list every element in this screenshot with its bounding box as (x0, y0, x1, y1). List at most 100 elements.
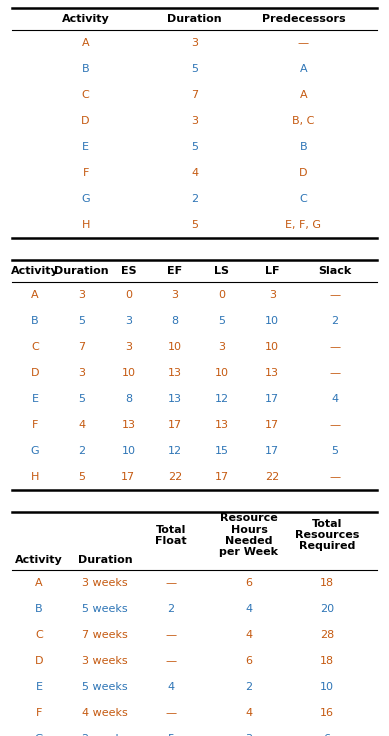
Text: Total
Float: Total Float (155, 525, 187, 546)
Text: —: — (166, 578, 177, 588)
Text: 17: 17 (265, 420, 279, 430)
Text: ES: ES (121, 266, 136, 276)
Text: B, C: B, C (292, 116, 315, 126)
Text: A: A (300, 90, 307, 100)
Text: —: — (329, 368, 340, 378)
Text: 5: 5 (191, 142, 198, 152)
Text: 3: 3 (191, 116, 198, 126)
Text: Duration: Duration (54, 266, 109, 276)
Text: LS: LS (214, 266, 229, 276)
Text: G: G (35, 734, 43, 736)
Text: A: A (35, 578, 43, 588)
Text: —: — (166, 656, 177, 666)
Text: 0: 0 (125, 290, 132, 300)
Text: F: F (32, 420, 38, 430)
Text: 5: 5 (78, 394, 85, 404)
Text: 20: 20 (320, 604, 334, 614)
Text: 3: 3 (125, 316, 132, 326)
Text: 5: 5 (168, 734, 175, 736)
Text: 4: 4 (191, 168, 198, 178)
Text: —: — (298, 38, 309, 48)
Text: 5: 5 (191, 64, 198, 74)
Text: 3 weeks: 3 weeks (82, 656, 128, 666)
Text: 13: 13 (215, 420, 229, 430)
Text: 13: 13 (265, 368, 279, 378)
Text: 17: 17 (265, 394, 279, 404)
Text: 10: 10 (265, 342, 279, 352)
Text: Slack: Slack (318, 266, 351, 276)
Text: 2: 2 (331, 316, 338, 326)
Text: H: H (31, 472, 39, 482)
Text: E: E (35, 682, 42, 692)
Text: E: E (32, 394, 39, 404)
Text: —: — (329, 420, 340, 430)
Text: 4: 4 (168, 682, 175, 692)
Text: 7: 7 (191, 90, 198, 100)
Text: EF: EF (168, 266, 182, 276)
Text: 3: 3 (78, 368, 85, 378)
Text: 13: 13 (168, 368, 182, 378)
Text: 17: 17 (168, 420, 182, 430)
Text: 18: 18 (320, 656, 334, 666)
Text: 13: 13 (168, 394, 182, 404)
Text: 4: 4 (331, 394, 338, 404)
Text: 7: 7 (78, 342, 85, 352)
Text: 2: 2 (78, 446, 85, 456)
Text: 12: 12 (168, 446, 182, 456)
Text: 8: 8 (125, 394, 132, 404)
Text: 13: 13 (121, 420, 135, 430)
Text: 3 weeks: 3 weeks (82, 578, 128, 588)
Text: —: — (166, 630, 177, 640)
Text: B: B (31, 316, 39, 326)
Text: 4: 4 (245, 630, 252, 640)
Text: 6: 6 (323, 734, 330, 736)
Text: A: A (82, 38, 89, 48)
Text: 10: 10 (121, 368, 135, 378)
Text: 3: 3 (125, 342, 132, 352)
Text: 3: 3 (191, 38, 198, 48)
Text: 3: 3 (218, 342, 225, 352)
Text: 7 weeks: 7 weeks (82, 630, 128, 640)
Text: 10: 10 (121, 446, 135, 456)
Text: 5 weeks: 5 weeks (82, 682, 128, 692)
Text: 17: 17 (265, 446, 279, 456)
Text: 10: 10 (265, 316, 279, 326)
Text: E, F, G: E, F, G (286, 220, 321, 230)
Text: Activity: Activity (15, 554, 63, 565)
Text: Total
Resources
Required: Total Resources Required (294, 519, 359, 551)
Text: D: D (31, 368, 39, 378)
Text: G: G (31, 446, 39, 456)
Text: 5: 5 (218, 316, 225, 326)
Text: 3: 3 (172, 290, 179, 300)
Text: C: C (300, 194, 307, 204)
Text: 22: 22 (265, 472, 279, 482)
Text: 2: 2 (168, 604, 175, 614)
Text: 16: 16 (320, 708, 334, 718)
Text: Predecessors: Predecessors (262, 14, 345, 24)
Text: 4: 4 (78, 420, 85, 430)
Text: Activity: Activity (62, 14, 109, 24)
Text: C: C (82, 90, 89, 100)
Text: 18: 18 (320, 578, 334, 588)
Text: 10: 10 (168, 342, 182, 352)
Text: —: — (329, 290, 340, 300)
Text: G: G (81, 194, 90, 204)
Text: 2: 2 (245, 682, 252, 692)
Text: F: F (82, 168, 89, 178)
Text: Duration: Duration (167, 14, 222, 24)
Text: 2 weeks: 2 weeks (82, 734, 128, 736)
Text: E: E (82, 142, 89, 152)
Text: 5 weeks: 5 weeks (82, 604, 128, 614)
Text: 4 weeks: 4 weeks (82, 708, 128, 718)
Text: LF: LF (265, 266, 280, 276)
Text: —: — (166, 708, 177, 718)
Text: B: B (82, 64, 89, 74)
Text: Resource
Hours
Needed
per Week: Resource Hours Needed per Week (219, 514, 279, 557)
Text: 3: 3 (78, 290, 85, 300)
Text: 10: 10 (215, 368, 229, 378)
Text: 3: 3 (245, 734, 252, 736)
Text: 5: 5 (78, 472, 85, 482)
Text: C: C (35, 630, 43, 640)
Text: D: D (35, 656, 43, 666)
Text: 0: 0 (218, 290, 225, 300)
